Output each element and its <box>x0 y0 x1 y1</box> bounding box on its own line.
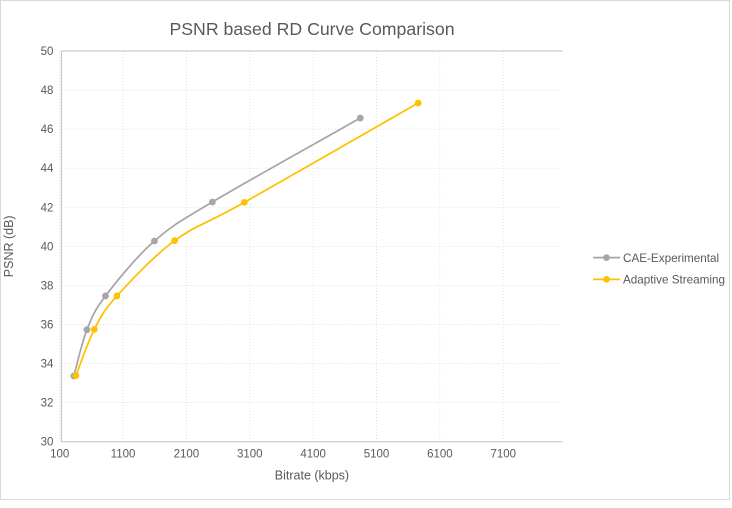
svg-text:36: 36 <box>41 319 54 331</box>
svg-text:6100: 6100 <box>427 449 453 461</box>
svg-text:34: 34 <box>41 359 54 371</box>
svg-text:Adaptive Streaming: Adaptive Streaming <box>623 274 725 287</box>
svg-text:32: 32 <box>41 398 54 410</box>
svg-text:30: 30 <box>41 437 54 449</box>
svg-text:Bitrate (kbps): Bitrate (kbps) <box>275 469 349 483</box>
svg-text:50: 50 <box>41 46 54 58</box>
svg-text:1100: 1100 <box>111 449 136 461</box>
svg-text:38: 38 <box>41 280 54 292</box>
svg-text:42: 42 <box>41 202 54 214</box>
svg-text:48: 48 <box>41 85 54 97</box>
svg-text:CAE-Experimental: CAE-Experimental <box>623 252 719 265</box>
svg-text:44: 44 <box>41 163 54 175</box>
svg-text:100: 100 <box>50 449 69 461</box>
svg-text:46: 46 <box>41 124 54 136</box>
svg-text:PSNR (dB): PSNR (dB) <box>2 215 16 277</box>
svg-text:40: 40 <box>41 241 54 253</box>
svg-text:2100: 2100 <box>174 449 200 461</box>
svg-text:7100: 7100 <box>490 449 516 461</box>
svg-text:4100: 4100 <box>300 449 326 461</box>
svg-text:3100: 3100 <box>237 449 263 461</box>
svg-text:5100: 5100 <box>364 449 390 461</box>
